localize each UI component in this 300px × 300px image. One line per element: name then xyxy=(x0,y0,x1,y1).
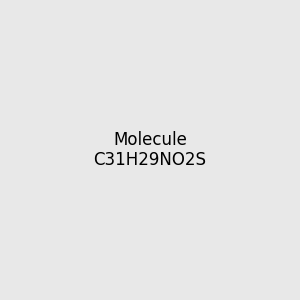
Text: Molecule
C31H29NO2S: Molecule C31H29NO2S xyxy=(94,130,206,170)
